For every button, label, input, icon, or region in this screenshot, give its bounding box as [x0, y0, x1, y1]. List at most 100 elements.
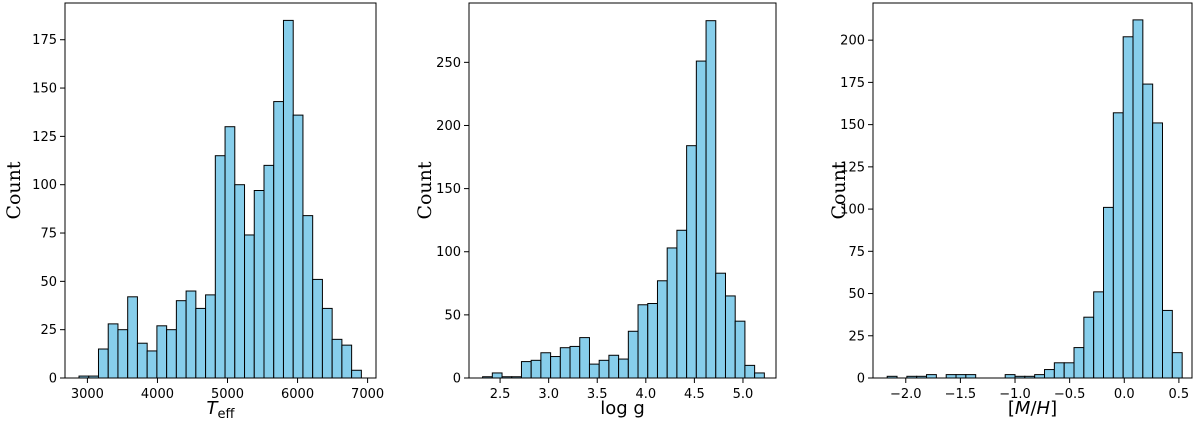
histogram-bar	[637, 304, 649, 379]
histogram-bar	[351, 369, 362, 379]
y-tick-label: 175	[840, 76, 865, 91]
histogram-bar	[156, 325, 168, 379]
histogram-bar	[724, 295, 736, 379]
histogram-bar	[312, 278, 323, 379]
histogram-bar	[1103, 206, 1114, 379]
histogram-bar	[1152, 122, 1164, 379]
y-tick-label: 200	[436, 119, 461, 134]
histogram-bar	[321, 307, 333, 379]
histogram-bar	[1142, 83, 1154, 379]
y-axis-label: Count	[828, 161, 850, 219]
histogram-bar	[117, 329, 129, 379]
histogram-bar	[1063, 362, 1075, 379]
histogram-bar	[656, 280, 668, 379]
y-tick-label: 50	[848, 287, 865, 302]
x-tick-label: −0.5	[1054, 387, 1086, 402]
histogram-bar	[214, 155, 226, 379]
histogram-bar	[1132, 19, 1144, 379]
histogram-bar	[676, 229, 688, 379]
histogram-bar	[195, 307, 207, 379]
histogram-bar	[715, 272, 726, 379]
histogram-bar	[579, 337, 590, 379]
y-tick-label: 150	[840, 118, 865, 133]
histogram-bar	[273, 101, 284, 379]
histogram-bar	[618, 358, 629, 379]
histogram-bar	[1083, 316, 1095, 379]
x-tick-label: 0.0	[1114, 387, 1135, 402]
histogram-bar	[955, 374, 967, 379]
histogram-bar	[263, 164, 275, 379]
histogram-bar	[205, 294, 216, 379]
histogram-bar	[331, 338, 343, 379]
histogram-bar	[550, 356, 561, 379]
x-axis-label: Teff	[207, 398, 236, 422]
histogram-bar	[569, 345, 581, 379]
x-tick-label: 0.5	[1169, 387, 1190, 402]
histogram-bar	[253, 190, 265, 379]
histogram-bar	[608, 354, 620, 379]
histogram-bar	[1034, 374, 1046, 379]
histogram-bar	[945, 374, 957, 379]
y-tick-label: 0	[453, 372, 461, 387]
y-tick-label: 100	[436, 245, 461, 260]
panel-teff: 3000 4000 5000 6000 7000 0 25 50 75 100 125 150 175 C…	[3, 2, 384, 422]
histogram-bar	[282, 19, 294, 379]
histogram-bar	[97, 348, 109, 379]
y-tick-label: 125	[840, 160, 865, 175]
y-tick-label: 200	[840, 34, 865, 49]
histogram-bar	[1112, 112, 1124, 379]
y-tick-label: 75	[40, 227, 57, 242]
x-axis-label: [M/H]	[1008, 398, 1057, 419]
histogram-bar	[1004, 374, 1016, 379]
panel-metallicity: −2.0 −1.5 −1.0 −0.5 0.0 0.5 0 25 50 75 100 125 150 17…	[828, 2, 1193, 419]
histogram-bar	[244, 234, 255, 379]
x-tick-label: −2.0	[890, 387, 922, 402]
histogram-bar	[292, 114, 304, 379]
x-tick-label: 3000	[71, 387, 104, 402]
y-tick-label: 150	[436, 182, 461, 197]
histogram-bar	[520, 361, 532, 379]
y-tick-label: 250	[436, 56, 461, 71]
y-tick-label: 175	[32, 33, 57, 48]
x-tick-label: 4000	[141, 387, 174, 402]
histogram-bar	[1093, 291, 1105, 379]
axes-frame	[872, 2, 1193, 379]
x-tick-label: 4.5	[684, 387, 705, 402]
histogram-bar	[598, 359, 610, 379]
histogram-bar	[744, 364, 756, 379]
histogram-bar	[146, 350, 158, 379]
histogram-bar	[175, 300, 187, 379]
axes-frame	[468, 2, 777, 379]
histogram-bar	[540, 352, 552, 379]
y-tick-label: 50	[444, 308, 461, 323]
histogram-bar	[695, 60, 707, 379]
y-tick-label: 0	[49, 372, 57, 387]
histogram-bar	[1122, 36, 1134, 379]
histogram-bar	[1044, 369, 1055, 379]
x-tick-label: 7000	[351, 387, 384, 402]
x-tick-label: 2.5	[490, 387, 511, 402]
histogram-bar	[965, 374, 977, 379]
y-tick-label: 25	[848, 329, 865, 344]
histogram-bar	[234, 184, 246, 379]
y-tick-label: 100	[840, 203, 865, 218]
histogram-bar	[754, 372, 765, 379]
y-tick-label: 50	[40, 275, 57, 290]
y-tick-label: 25	[40, 323, 57, 338]
histogram-bar	[1162, 309, 1173, 379]
histogram-bar	[1171, 352, 1183, 379]
axes-frame	[64, 2, 377, 379]
histogram-bar	[686, 145, 697, 379]
panel-logg: 2.5 3.0 3.5 4.0 4.5 5.0 0 50 100 150 200 250 Count lo…	[414, 2, 777, 419]
histogram-bar	[1053, 362, 1065, 379]
x-tick-label: 3.0	[538, 387, 559, 402]
histogram-bar	[491, 372, 503, 379]
histogram-bar	[107, 323, 119, 379]
histogram-bar	[627, 330, 639, 379]
x-tick-label: −1.0	[999, 387, 1031, 402]
x-tick-label: −1.5	[945, 387, 977, 402]
histogram-bar	[647, 303, 658, 379]
y-tick-label: 100	[32, 178, 57, 193]
x-tick-label: 3.5	[587, 387, 608, 402]
